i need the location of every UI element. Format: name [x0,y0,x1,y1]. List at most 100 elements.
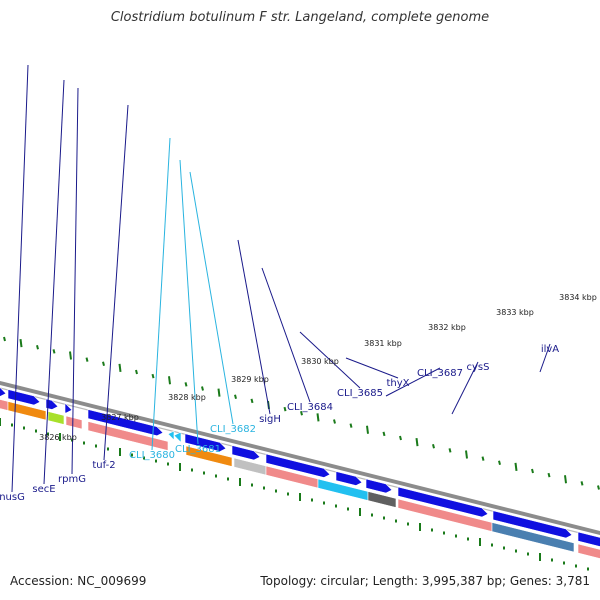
gc-tick [201,386,204,391]
gc-tick [481,456,485,461]
label-leader [151,137,171,451]
gc-tick [19,339,23,348]
gene-label-CLI_3681: CLI_3681 [175,444,221,455]
forward-cds [184,433,227,452]
gc-tick [151,373,155,379]
label-leader [71,87,79,475]
gc-tick [580,481,584,486]
reverse-cds [7,401,47,421]
gc-tick [52,349,56,354]
gc-tick [498,460,501,465]
reverse-cds [47,411,65,425]
forward-cds [64,403,73,414]
gene-label-thyX: thyX [386,378,409,389]
gc-tick [465,450,468,459]
label-leader [43,79,65,485]
gc-tick [300,411,303,416]
scale-label: 3830 kbp [301,357,339,366]
reverse-cds [65,415,83,430]
gc-tick [531,468,534,474]
gc-tick [432,444,435,449]
gc-tick [85,357,89,362]
gc-tick [217,388,221,397]
gc-tick [366,425,369,434]
tick-marks [0,336,600,571]
gc-tick [333,419,336,424]
gc-tick [118,363,122,372]
forward-cds [265,453,331,478]
scale-label: 3828 kbp [168,393,206,402]
gc-tick [399,435,402,441]
reverse-cds [185,445,233,467]
gc-tick [168,376,171,385]
label-leader [539,343,551,373]
gc-tick [250,398,254,404]
gene-label-CLI_3680: CLI_3680 [129,450,175,461]
scale-label: 3833 kbp [496,308,534,317]
gene-label-tuf-2: tuf-2 [92,460,115,471]
gc-tick [283,406,287,412]
forward-cds [231,445,261,461]
gene-label-ilvA: ilvA [541,344,559,355]
reverse-cds [367,491,397,508]
label-leader [261,267,311,403]
accession-label: Accession: NC_009699 [10,574,147,588]
reverse-cds [491,522,575,553]
reverse-cds [0,399,9,411]
genome-summary: Topology: circular; Length: 3,995,387 bp… [260,574,590,588]
gene-label-CLI_3684: CLI_3684 [287,402,333,413]
forward-cds [0,387,7,397]
forward-cds [45,398,59,410]
gene-label-CLI_3687: CLI_3687 [417,368,463,379]
label-leader [237,239,271,415]
gc-tick [448,448,452,453]
gene-label-CLI_3685: CLI_3685 [337,388,383,399]
gc-tick [36,345,39,350]
forward-cds-cli3681 [173,432,182,443]
label-leader [189,171,234,425]
backbone-outer [0,380,600,536]
scale-label: 3834 kbp [559,293,597,302]
forward-cds [365,478,393,494]
feature-track [0,387,600,559]
label-leader [451,361,479,415]
reverse-cds [577,543,600,559]
gc-tick [135,369,138,375]
label-leader [345,357,399,379]
scale-label: 3826 kbp [39,433,77,442]
gene-label-secE: secE [32,484,55,495]
label-leader [299,331,361,389]
forward-cds-cli3680 [167,430,175,441]
gene-label-rpmG: rpmG [58,474,86,485]
forward-cds [397,486,489,518]
gene-label-sigH: sigH [259,414,281,425]
reverse-cds [233,457,267,476]
map-title: Clostridium botulinum F str. Langeland, … [110,10,490,25]
label-leader [179,159,199,445]
gc-tick [102,361,105,366]
gc-tick [415,438,419,447]
scale-label: 3832 kbp [428,323,466,332]
gc-tick [514,462,518,471]
scale-label: 3827 kbp [101,413,139,422]
gene-label-CLI_3682: CLI_3682 [210,424,256,435]
gc-tick [564,475,567,484]
gc-tick [234,394,237,399]
label-leader [385,367,441,397]
label-leader [103,104,129,461]
labels: 3826 kbp 3827 kbp 3828 kbp 3829 kbp 3830 kbp… [0,293,597,503]
gc-tick [184,382,188,387]
gc-tick [349,423,353,428]
gene-label-nusG: nusG [0,492,25,503]
gc-tick [3,336,6,342]
scale-label: 3829 kbp [231,375,269,384]
gc-tick [547,472,551,478]
gene-label-cysS: cysS [467,362,490,373]
forward-cds [335,471,363,486]
scale-label: 3831 kbp [364,339,402,348]
gc-tick [597,485,600,490]
label-leaders [11,64,551,493]
label-leader [11,64,29,493]
reverse-cds [87,421,169,451]
